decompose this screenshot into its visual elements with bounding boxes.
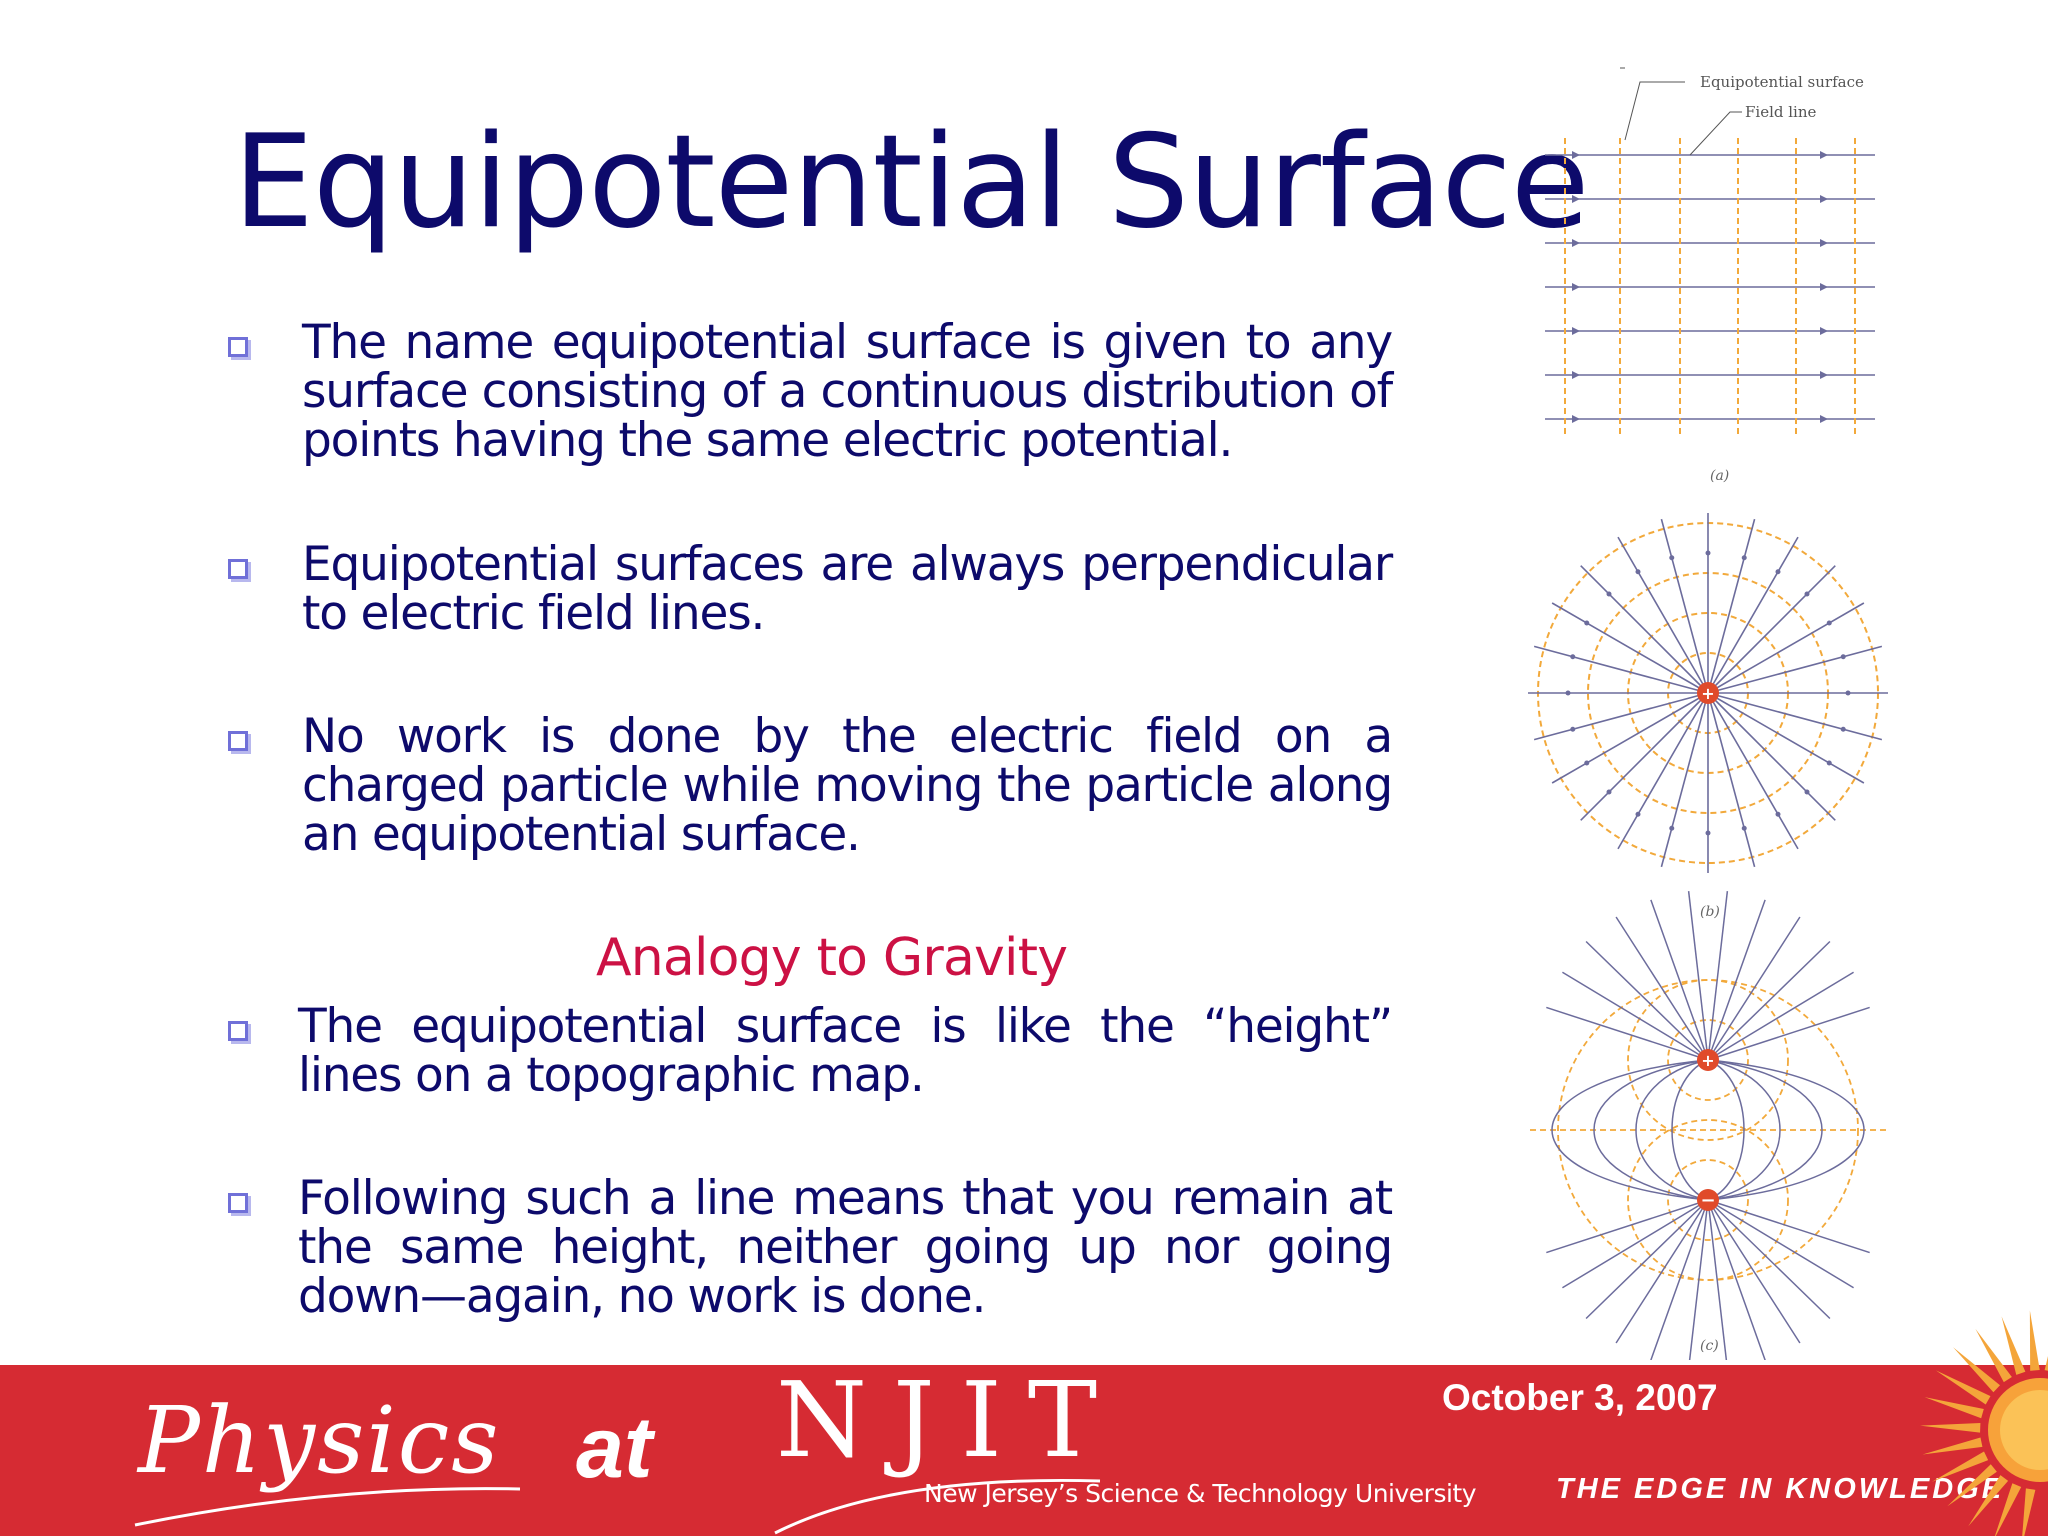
njit-swoosh — [774, 1478, 1101, 1535]
field-diagrams-figure: Equipotential surface Field line (a) + (… — [1528, 67, 1890, 1360]
bullet-item: No work is done by the electric field on… — [228, 709, 1393, 862]
bullet-text: Following such a line means that you rem… — [298, 1171, 1393, 1324]
analogy-subheading: Analogy to Gravity — [596, 928, 1068, 988]
caption-b: (b) — [1700, 904, 1720, 920]
bullet-item: Following such a line means that you rem… — [228, 1171, 1393, 1324]
university-name: New Jersey’s Science & Technology Univer… — [924, 1479, 1477, 1508]
negative-charge-icon — [1697, 1189, 1719, 1211]
caption-a: (a) — [1710, 468, 1729, 484]
njit-logo: NJIT — [776, 1365, 1124, 1481]
bullet-text: No work is done by the electric field on… — [302, 709, 1393, 862]
svg-text:−: − — [1700, 1190, 1715, 1211]
bullet-square-icon — [228, 1021, 248, 1041]
dipole-diagram: + − (c) — [1530, 891, 1890, 1360]
presentation-date: October 3, 2007 — [1442, 1377, 1718, 1418]
svg-text:+: + — [1701, 1051, 1714, 1070]
swoosh-decoration — [134, 1487, 521, 1527]
bullet-item: The equipotential surface is like the “h… — [228, 999, 1393, 1103]
bullet-text: The equipotential surface is like the “h… — [298, 999, 1393, 1103]
footer-banner: Physics at NJIT New Jersey’s Science & T… — [0, 1365, 2048, 1536]
bullet-square-icon — [228, 559, 248, 579]
footer-at: at — [576, 1400, 653, 1496]
bullet-square-icon — [228, 731, 248, 751]
tagline: THE EDGE IN KNOWLEDGE — [1556, 1473, 2005, 1505]
svg-text:+: + — [1701, 684, 1714, 703]
bullet-item: The name equipotential surface is given … — [228, 315, 1393, 468]
bullet-square-icon — [228, 337, 248, 357]
slide-title: Equipotential Surface — [233, 108, 1590, 257]
positive-charge-icon — [1697, 682, 1719, 704]
caption-c: (c) — [1700, 1338, 1719, 1354]
sun-logo-icon — [1920, 1310, 2048, 1536]
positive-charge-icon — [1697, 1049, 1719, 1071]
bullet-square-icon — [228, 1193, 248, 1213]
footer-physics: Physics — [138, 1387, 501, 1494]
equipotential-surface-label: Equipotential surface — [1700, 73, 1864, 91]
uniform-field-diagram: Equipotential surface Field line (a) — [1545, 67, 1875, 484]
bullet-item: Equipotential surfaces are always perpen… — [228, 537, 1393, 641]
bullet-text: Equipotential surfaces are always perpen… — [302, 537, 1393, 641]
bullet-text: The name equipotential surface is given … — [302, 315, 1393, 468]
point-charge-diagram: + (b) — [1528, 513, 1888, 920]
field-line-label: Field line — [1745, 103, 1817, 121]
